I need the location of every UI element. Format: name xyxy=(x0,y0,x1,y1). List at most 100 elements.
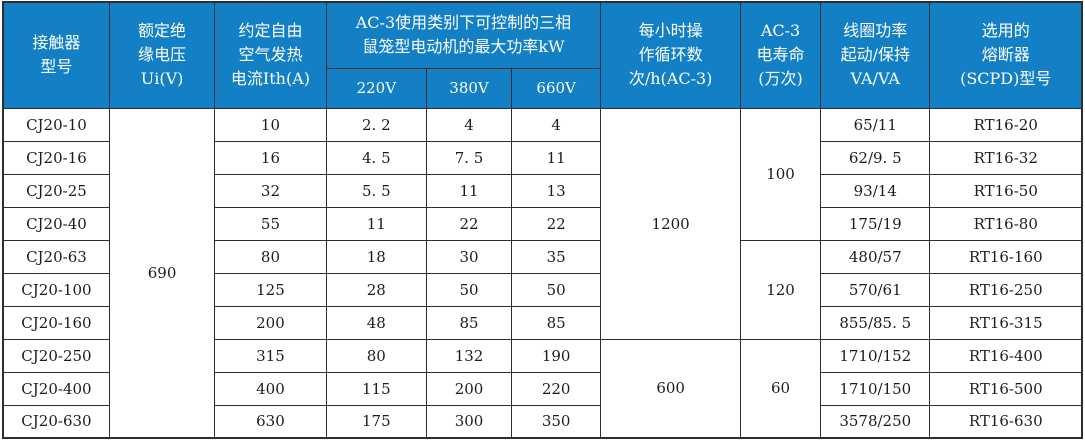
cell-p660: 13 xyxy=(511,173,602,208)
cell-p220: 4. 5 xyxy=(325,140,427,175)
cell-ith: 315 xyxy=(214,338,327,373)
cell-model: CJ20-250 xyxy=(2,338,110,373)
cell-p220: 18 xyxy=(325,239,427,274)
header-380v: 380V xyxy=(425,67,513,109)
cell-p660: 350 xyxy=(511,404,602,439)
cell-p380: 7. 5 xyxy=(425,140,513,175)
header-fuse-type: 选用的 熔断器 (SCPD)型号 xyxy=(929,1,1083,109)
cell-insulation-voltage: 690 xyxy=(108,107,216,439)
cell-model: CJ20-400 xyxy=(2,371,110,406)
table-row: CJ20-250 315 80 132 190 600 60 1710/152 … xyxy=(2,338,1083,439)
table-row: CJ20-630 630 175 300 350 3578/250 RT16-6… xyxy=(2,404,1083,439)
header-insulation-voltage: 额定绝 缘电压 Ui(V) xyxy=(108,1,216,109)
cell-life-120: 120 xyxy=(740,239,822,340)
cell-p660: 4 xyxy=(511,107,602,142)
header-660v: 660V xyxy=(511,67,602,109)
cell-model: CJ20-630 xyxy=(2,404,110,439)
cell-p220: 115 xyxy=(325,371,427,406)
cell-ith: 200 xyxy=(214,305,327,340)
cell-model: CJ20-25 xyxy=(2,173,110,208)
header-contactor-model: 接触器 型号 xyxy=(2,1,110,109)
cell-ith: 55 xyxy=(214,206,327,241)
table-row: CJ20-100 125 28 50 50 570/61 RT16-250 xyxy=(2,272,1083,307)
cell-model: CJ20-63 xyxy=(2,239,110,274)
cell-ith: 630 xyxy=(214,404,327,439)
cell-cycles-1200: 1200 xyxy=(600,107,742,340)
cell-life-100: 100 xyxy=(740,107,822,241)
cell-fuse: RT16-500 xyxy=(929,371,1083,406)
table-row: CJ20-160 200 48 85 85 855/85. 5 RT16-315 xyxy=(2,305,1083,340)
cell-p660: 190 xyxy=(511,338,602,373)
table-row: CJ20-10 690 10 2. 2 4 4 1200 100 65/11 R… xyxy=(2,107,1083,439)
cell-coil: 480/57 xyxy=(820,239,931,274)
cell-p660: 220 xyxy=(511,371,602,406)
table-row: CJ20-40 55 11 22 22 175/19 RT16-80 xyxy=(2,206,1083,241)
cell-fuse: RT16-80 xyxy=(929,206,1083,241)
cell-ith: 16 xyxy=(214,140,327,175)
header-cycles-per-hour: 每小时操 作循环数 次/h(AC-3) xyxy=(600,1,742,109)
cell-coil: 1710/152 xyxy=(820,338,931,373)
cell-p380: 300 xyxy=(425,404,513,439)
cell-p220: 175 xyxy=(325,404,427,439)
header-coil-power: 线圈功率 起动/保持 VA/VA xyxy=(820,1,931,109)
cell-p660: 35 xyxy=(511,239,602,274)
cell-coil: 570/61 xyxy=(820,272,931,307)
cell-coil: 1710/150 xyxy=(820,371,931,406)
cell-ith: 10 xyxy=(214,107,327,142)
cell-p660: 85 xyxy=(511,305,602,340)
cell-coil: 62/9. 5 xyxy=(820,140,931,175)
cell-p220: 5. 5 xyxy=(325,173,427,208)
cell-p660: 22 xyxy=(511,206,602,241)
header-220v: 220V xyxy=(325,67,427,109)
table-row: CJ20-16 16 4. 5 7. 5 11 62/9. 5 RT16-32 xyxy=(2,140,1083,175)
table-header: 接触器 型号 额定绝 缘电压 Ui(V) 约定自由 空气发热 电流Ith(A) … xyxy=(2,1,1083,109)
cell-life-60: 60 xyxy=(740,338,822,439)
cell-fuse: RT16-250 xyxy=(929,272,1083,307)
cell-p220: 48 xyxy=(325,305,427,340)
cell-coil: 65/11 xyxy=(820,107,931,142)
cell-ith: 32 xyxy=(214,173,327,208)
table-row: CJ20-400 400 115 200 220 1710/150 RT16-5… xyxy=(2,371,1083,406)
cell-ith: 80 xyxy=(214,239,327,274)
table-body: CJ20-10 690 10 2. 2 4 4 1200 100 65/11 R… xyxy=(2,107,1083,439)
cell-p220: 2. 2 xyxy=(325,107,427,142)
cell-p660: 11 xyxy=(511,140,602,175)
cell-p220: 80 xyxy=(325,338,427,373)
cell-ith: 125 xyxy=(214,272,327,307)
cell-coil: 855/85. 5 xyxy=(820,305,931,340)
cell-model: CJ20-16 xyxy=(2,140,110,175)
header-electrical-life: AC-3 电寿命 (万次) xyxy=(740,1,822,109)
cell-p220: 11 xyxy=(325,206,427,241)
cell-p380: 11 xyxy=(425,173,513,208)
cell-fuse: RT16-160 xyxy=(929,239,1083,274)
cell-p380: 22 xyxy=(425,206,513,241)
cell-p660: 50 xyxy=(511,272,602,307)
cell-p220: 28 xyxy=(325,272,427,307)
cell-fuse: RT16-32 xyxy=(929,140,1083,175)
cell-fuse: RT16-20 xyxy=(929,107,1083,142)
cell-p380: 4 xyxy=(425,107,513,142)
cell-p380: 85 xyxy=(425,305,513,340)
table-row: CJ20-25 32 5. 5 11 13 93/14 RT16-50 xyxy=(2,173,1083,208)
cell-fuse: RT16-50 xyxy=(929,173,1083,208)
cell-fuse: RT16-630 xyxy=(929,404,1083,439)
header-ac3-max-power: AC-3使用类别下可控制的三相 鼠笼型电动机的最大功率kW xyxy=(325,1,602,69)
cell-coil: 175/19 xyxy=(820,206,931,241)
cell-coil: 93/14 xyxy=(820,173,931,208)
cell-ith: 400 xyxy=(214,371,327,406)
header-thermal-current: 约定自由 空气发热 电流Ith(A) xyxy=(214,1,327,109)
cell-p380: 132 xyxy=(425,338,513,373)
cell-cycles-600: 600 xyxy=(600,338,742,439)
cell-p380: 200 xyxy=(425,371,513,406)
cell-model: CJ20-10 xyxy=(2,107,110,142)
cell-model: CJ20-40 xyxy=(2,206,110,241)
table-row: CJ20-63 80 18 30 35 120 480/57 RT16-160 xyxy=(2,239,1083,340)
cell-coil: 3578/250 xyxy=(820,404,931,439)
cell-p380: 30 xyxy=(425,239,513,274)
cell-model: CJ20-160 xyxy=(2,305,110,340)
cell-model: CJ20-100 xyxy=(2,272,110,307)
cell-fuse: RT16-400 xyxy=(929,338,1083,373)
cell-p380: 50 xyxy=(425,272,513,307)
